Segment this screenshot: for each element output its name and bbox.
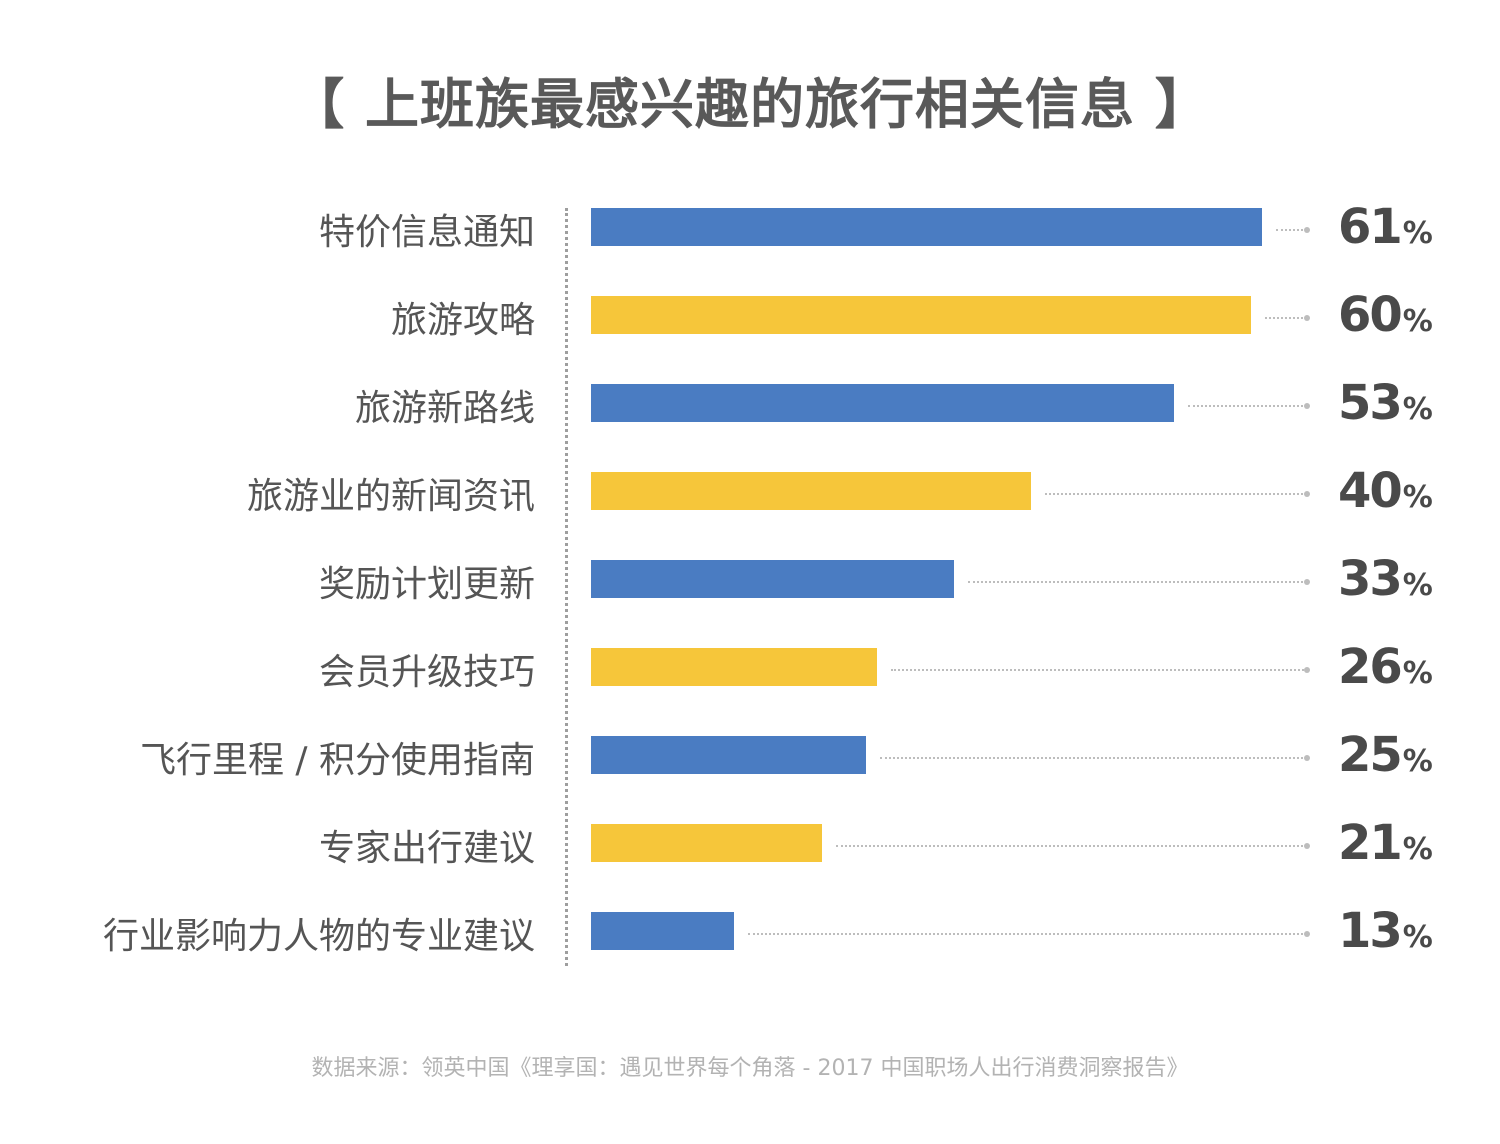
category-label: 行业影响力人物的专业建议 — [102, 916, 535, 957]
category-label: 飞行里程 / 积分使用指南 — [139, 740, 535, 781]
bar — [591, 824, 822, 862]
leader-line — [891, 669, 1307, 671]
leader-dot — [1304, 667, 1310, 673]
chart-title: 【 上班族最感兴趣的旅行相关信息 】 — [290, 73, 1210, 136]
leader-line — [1276, 229, 1307, 231]
value-label: 26% — [1338, 639, 1433, 695]
value-label: 60% — [1338, 287, 1433, 343]
leader-line — [1188, 405, 1307, 407]
leader-dot — [1304, 755, 1310, 761]
leader-dot — [1304, 227, 1310, 233]
leader-dot — [1304, 931, 1310, 937]
leader-dot — [1304, 491, 1310, 497]
bar — [591, 736, 866, 774]
leader-dot — [1304, 843, 1310, 849]
value-label: 33% — [1338, 551, 1433, 607]
category-label: 旅游业的新闻资讯 — [246, 476, 535, 517]
leader-line — [880, 757, 1307, 759]
leader-line — [1045, 493, 1307, 495]
value-label: 25% — [1338, 727, 1433, 783]
category-axis-line — [565, 208, 568, 966]
data-source-note: 数据来源：领英中国《理享国：遇见世界每个角落 - 2017 中国职场人出行消费洞… — [311, 1056, 1189, 1081]
leader-dot — [1304, 579, 1310, 585]
leader-line — [1265, 317, 1307, 319]
leader-line — [836, 845, 1307, 847]
leader-dot — [1304, 315, 1310, 321]
leader-line — [968, 581, 1307, 583]
bar — [591, 648, 877, 686]
value-label: 21% — [1338, 815, 1433, 871]
bar — [591, 296, 1251, 334]
value-label: 13% — [1338, 903, 1433, 959]
value-label: 53% — [1338, 375, 1433, 431]
bar — [591, 384, 1174, 422]
category-label: 旅游新路线 — [354, 388, 535, 429]
bar — [591, 472, 1031, 510]
value-label: 40% — [1338, 463, 1433, 519]
bar — [591, 912, 734, 950]
category-label: 旅游攻略 — [390, 300, 535, 341]
bar — [591, 560, 954, 598]
bar — [591, 208, 1262, 246]
category-label: 特价信息通知 — [318, 212, 535, 253]
category-label: 专家出行建议 — [318, 828, 535, 869]
value-label: 61% — [1338, 199, 1433, 255]
leader-line — [748, 933, 1307, 935]
leader-dot — [1304, 403, 1310, 409]
category-label: 奖励计划更新 — [318, 564, 535, 605]
category-label: 会员升级技巧 — [318, 652, 535, 693]
